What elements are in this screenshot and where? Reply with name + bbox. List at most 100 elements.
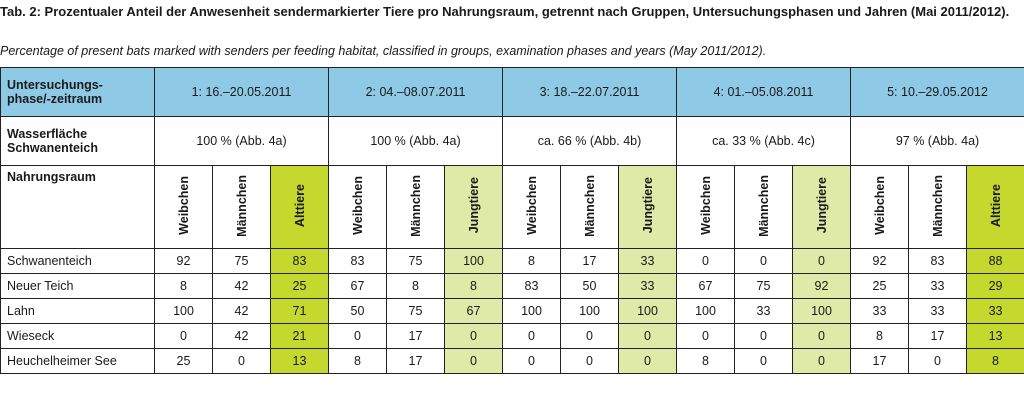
group-label: Weibchen — [176, 176, 191, 235]
table-cell: 33 — [908, 298, 967, 324]
corner-label-line1: Untersuchungs- — [7, 78, 103, 92]
table-cell: 92 — [792, 273, 851, 299]
group-label: Männchen — [756, 174, 771, 237]
table-cell: 67 — [444, 298, 503, 324]
table-cell: 33 — [965, 298, 1024, 324]
table-cell: 83 — [328, 248, 387, 274]
group-header: Jungtiere — [792, 165, 851, 249]
table-cell: 0 — [676, 323, 735, 349]
group-label: Weibchen — [524, 176, 539, 235]
table-cell: 42 — [212, 298, 271, 324]
group-label: Jungtiere — [466, 177, 481, 234]
row-label: Lahn — [0, 298, 155, 324]
table-cell: 0 — [792, 323, 851, 349]
wasser-value: 100 % (Abb. 4a) — [154, 116, 329, 166]
group-header: Männchen — [734, 165, 793, 249]
table-cell: 75 — [212, 248, 271, 274]
group-row: Nahrungsraum Weibchen Männchen Alttiere Wei… — [0, 165, 1024, 249]
data-table: Untersuchungs- phase/-zeitraum 1: 16.–20… — [0, 67, 1024, 374]
corner-header-cell: Untersuchungs- phase/-zeitraum — [0, 67, 155, 117]
group-header: Männchen — [212, 165, 271, 249]
table-cell: 0 — [212, 348, 271, 374]
table-cell: 50 — [328, 298, 387, 324]
table-cell: 8 — [502, 248, 561, 274]
table-cell: 13 — [965, 323, 1024, 349]
table-cell: 17 — [386, 348, 445, 374]
phase-header: 1: 16.–20.05.2011 — [154, 67, 329, 117]
table-cell: 50 — [560, 273, 619, 299]
table-cell: 8 — [676, 348, 735, 374]
table-row: Heuchelheimer See 25 0 13 8 17 0 0 0 0 8 0 0 17 0 8 — [0, 348, 1024, 374]
table-cell: 8 — [154, 273, 213, 299]
phase-header: 5: 10.–29.05.2012 — [849, 67, 1024, 117]
header-row: Untersuchungs- phase/-zeitraum 1: 16.–20… — [0, 67, 1024, 117]
table-cell: 25 — [850, 273, 909, 299]
table-cell: 0 — [502, 348, 561, 374]
group-label: Männchen — [408, 174, 423, 237]
row-label: Schwanenteich — [0, 248, 155, 274]
table-cell: 92 — [154, 248, 213, 274]
table-cell: 83 — [908, 248, 967, 274]
table-cell: 17 — [386, 323, 445, 349]
wasser-value: 97 % (Abb. 4a) — [849, 116, 1024, 166]
table-cell: 0 — [792, 348, 851, 374]
table-cell: 71 — [270, 298, 329, 324]
table-cell: 0 — [154, 323, 213, 349]
group-label: Männchen — [930, 174, 945, 237]
wasser-label-line2: Schwanenteich — [7, 141, 98, 155]
table-cell: 8 — [444, 273, 503, 299]
table-cell: 33 — [734, 298, 793, 324]
wasser-row: Wasserfläche Schwanenteich 100 % (Abb. 4… — [0, 116, 1024, 166]
group-label: Alttiere — [292, 183, 307, 228]
table-cell: 8 — [850, 323, 909, 349]
group-header: Weibchen — [502, 165, 561, 249]
table-cell: 25 — [270, 273, 329, 299]
phase-header: 4: 01.–05.08.2011 — [676, 67, 851, 117]
table-cell: 42 — [212, 273, 271, 299]
group-label: Weibchen — [698, 176, 713, 235]
table-cell: 88 — [965, 248, 1024, 274]
table-cell: 0 — [328, 323, 387, 349]
table-row: Neuer Teich 8 42 25 67 8 8 83 50 33 67 75 92 25 33 29 — [0, 273, 1024, 299]
group-label: Männchen — [582, 174, 597, 237]
table-cell: 17 — [850, 348, 909, 374]
table-cell: 75 — [386, 298, 445, 324]
group-header: Weibchen — [850, 165, 909, 249]
table-cell: 25 — [154, 348, 213, 374]
group-header: Männchen — [908, 165, 967, 249]
table-cell: 0 — [792, 248, 851, 274]
wasser-value: ca. 33 % (Abb. 4c) — [676, 116, 851, 166]
phase-header: 2: 04.–08.07.2011 — [328, 67, 503, 117]
group-label: Männchen — [234, 174, 249, 237]
table-cell: 100 — [502, 298, 561, 324]
table-cell: 29 — [965, 273, 1024, 299]
group-label: Weibchen — [872, 176, 887, 235]
group-header: Alttiere — [965, 165, 1024, 249]
nahrung-label: Nahrungsraum — [0, 165, 155, 249]
row-label: Neuer Teich — [0, 273, 155, 299]
table-cell: 100 — [792, 298, 851, 324]
table-cell: 0 — [560, 348, 619, 374]
table-row: Schwanenteich 92 75 83 83 75 100 8 17 33 0 0 0 92 83 88 — [0, 248, 1024, 274]
group-label: Alttiere — [988, 183, 1003, 228]
table-title: Tab. 2: Prozentualer Anteil der Anwesenh… — [0, 4, 1010, 19]
table-cell: 13 — [270, 348, 329, 374]
table-cell: 17 — [560, 248, 619, 274]
table-cell: 100 — [560, 298, 619, 324]
table-row: Lahn 100 42 71 50 75 67 100 100 100 100 33 100 33 33 33 — [0, 298, 1024, 324]
table-cell: 0 — [618, 348, 677, 374]
table-cell: 33 — [618, 248, 677, 274]
group-label: Jungtiere — [814, 177, 829, 234]
group-header: Männchen — [560, 165, 619, 249]
table-cell: 0 — [734, 248, 793, 274]
table-cell: 0 — [908, 348, 967, 374]
table-cell: 0 — [444, 323, 503, 349]
table-cell: 0 — [734, 323, 793, 349]
table-cell: 83 — [502, 273, 561, 299]
table-cell: 8 — [965, 348, 1024, 374]
table-row: Wieseck 0 42 21 0 17 0 0 0 0 0 0 0 8 17 13 — [0, 323, 1024, 349]
table-cell: 83 — [270, 248, 329, 274]
table-cell: 67 — [328, 273, 387, 299]
group-header: Weibchen — [154, 165, 213, 249]
